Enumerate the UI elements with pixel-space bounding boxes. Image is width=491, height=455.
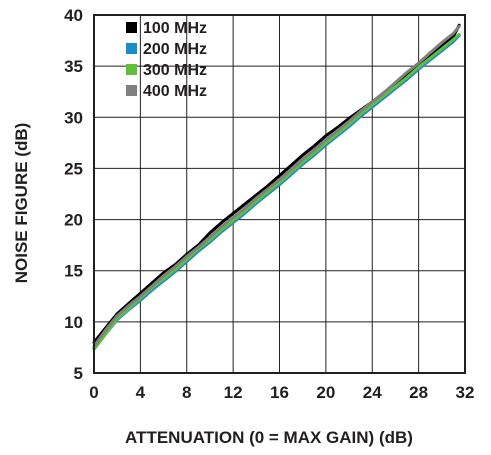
- y-axis-title: NOISE FIGURE (dB): [12, 123, 31, 284]
- series-line-200-mhz: [92, 34, 461, 350]
- series-line-300-mhz: [92, 32, 461, 351]
- series-line-400-mhz: [92, 24, 461, 348]
- y-tick-label-6: 35: [64, 57, 83, 76]
- y-tick-label-7: 40: [64, 6, 83, 25]
- x-tick-label-2: 8: [182, 383, 191, 402]
- legend-label-200-mhz: 200 MHz: [143, 41, 207, 58]
- x-axis-title: ATTENUATION (0 = MAX GAIN) (dB): [125, 428, 413, 447]
- y-tick-label-2: 15: [64, 262, 83, 281]
- x-tick-label-5: 20: [316, 383, 335, 402]
- legend-label-100-mhz: 100 MHz: [143, 20, 207, 37]
- x-tick-label-1: 4: [136, 383, 146, 402]
- legend-swatch-100-mhz: [126, 22, 137, 33]
- legend: 100 MHz 200 MHz 300 MHz 400 MHz: [126, 20, 207, 100]
- y-tick-label-0: 5: [74, 364, 83, 383]
- x-tick-label-0: 0: [89, 383, 98, 402]
- legend-swatch-300-mhz: [126, 64, 137, 75]
- plot-frame: [93, 14, 466, 374]
- tick-labels: 0 4 8 12 16 20 24 28 32 5 10 15 20 25 30 35 40: [64, 6, 474, 402]
- legend-label-300-mhz: 300 MHz: [143, 62, 207, 79]
- legend-swatch-400-mhz: [126, 85, 137, 96]
- x-tick-label-8: 32: [456, 383, 475, 402]
- legend-swatch-200-mhz: [126, 43, 137, 54]
- y-tick-label-1: 10: [64, 313, 83, 332]
- y-tick-label-3: 20: [64, 211, 83, 230]
- frame-layer: [93, 14, 466, 374]
- y-tick-label-4: 25: [64, 159, 83, 178]
- x-tick-label-7: 28: [409, 383, 428, 402]
- x-tick-label-6: 24: [363, 383, 382, 402]
- x-tick-label-3: 12: [224, 383, 243, 402]
- legend-label-400-mhz: 400 MHz: [143, 83, 207, 100]
- y-tick-label-5: 30: [64, 108, 83, 127]
- series-layer: [92, 23, 461, 351]
- x-tick-label-4: 16: [270, 383, 289, 402]
